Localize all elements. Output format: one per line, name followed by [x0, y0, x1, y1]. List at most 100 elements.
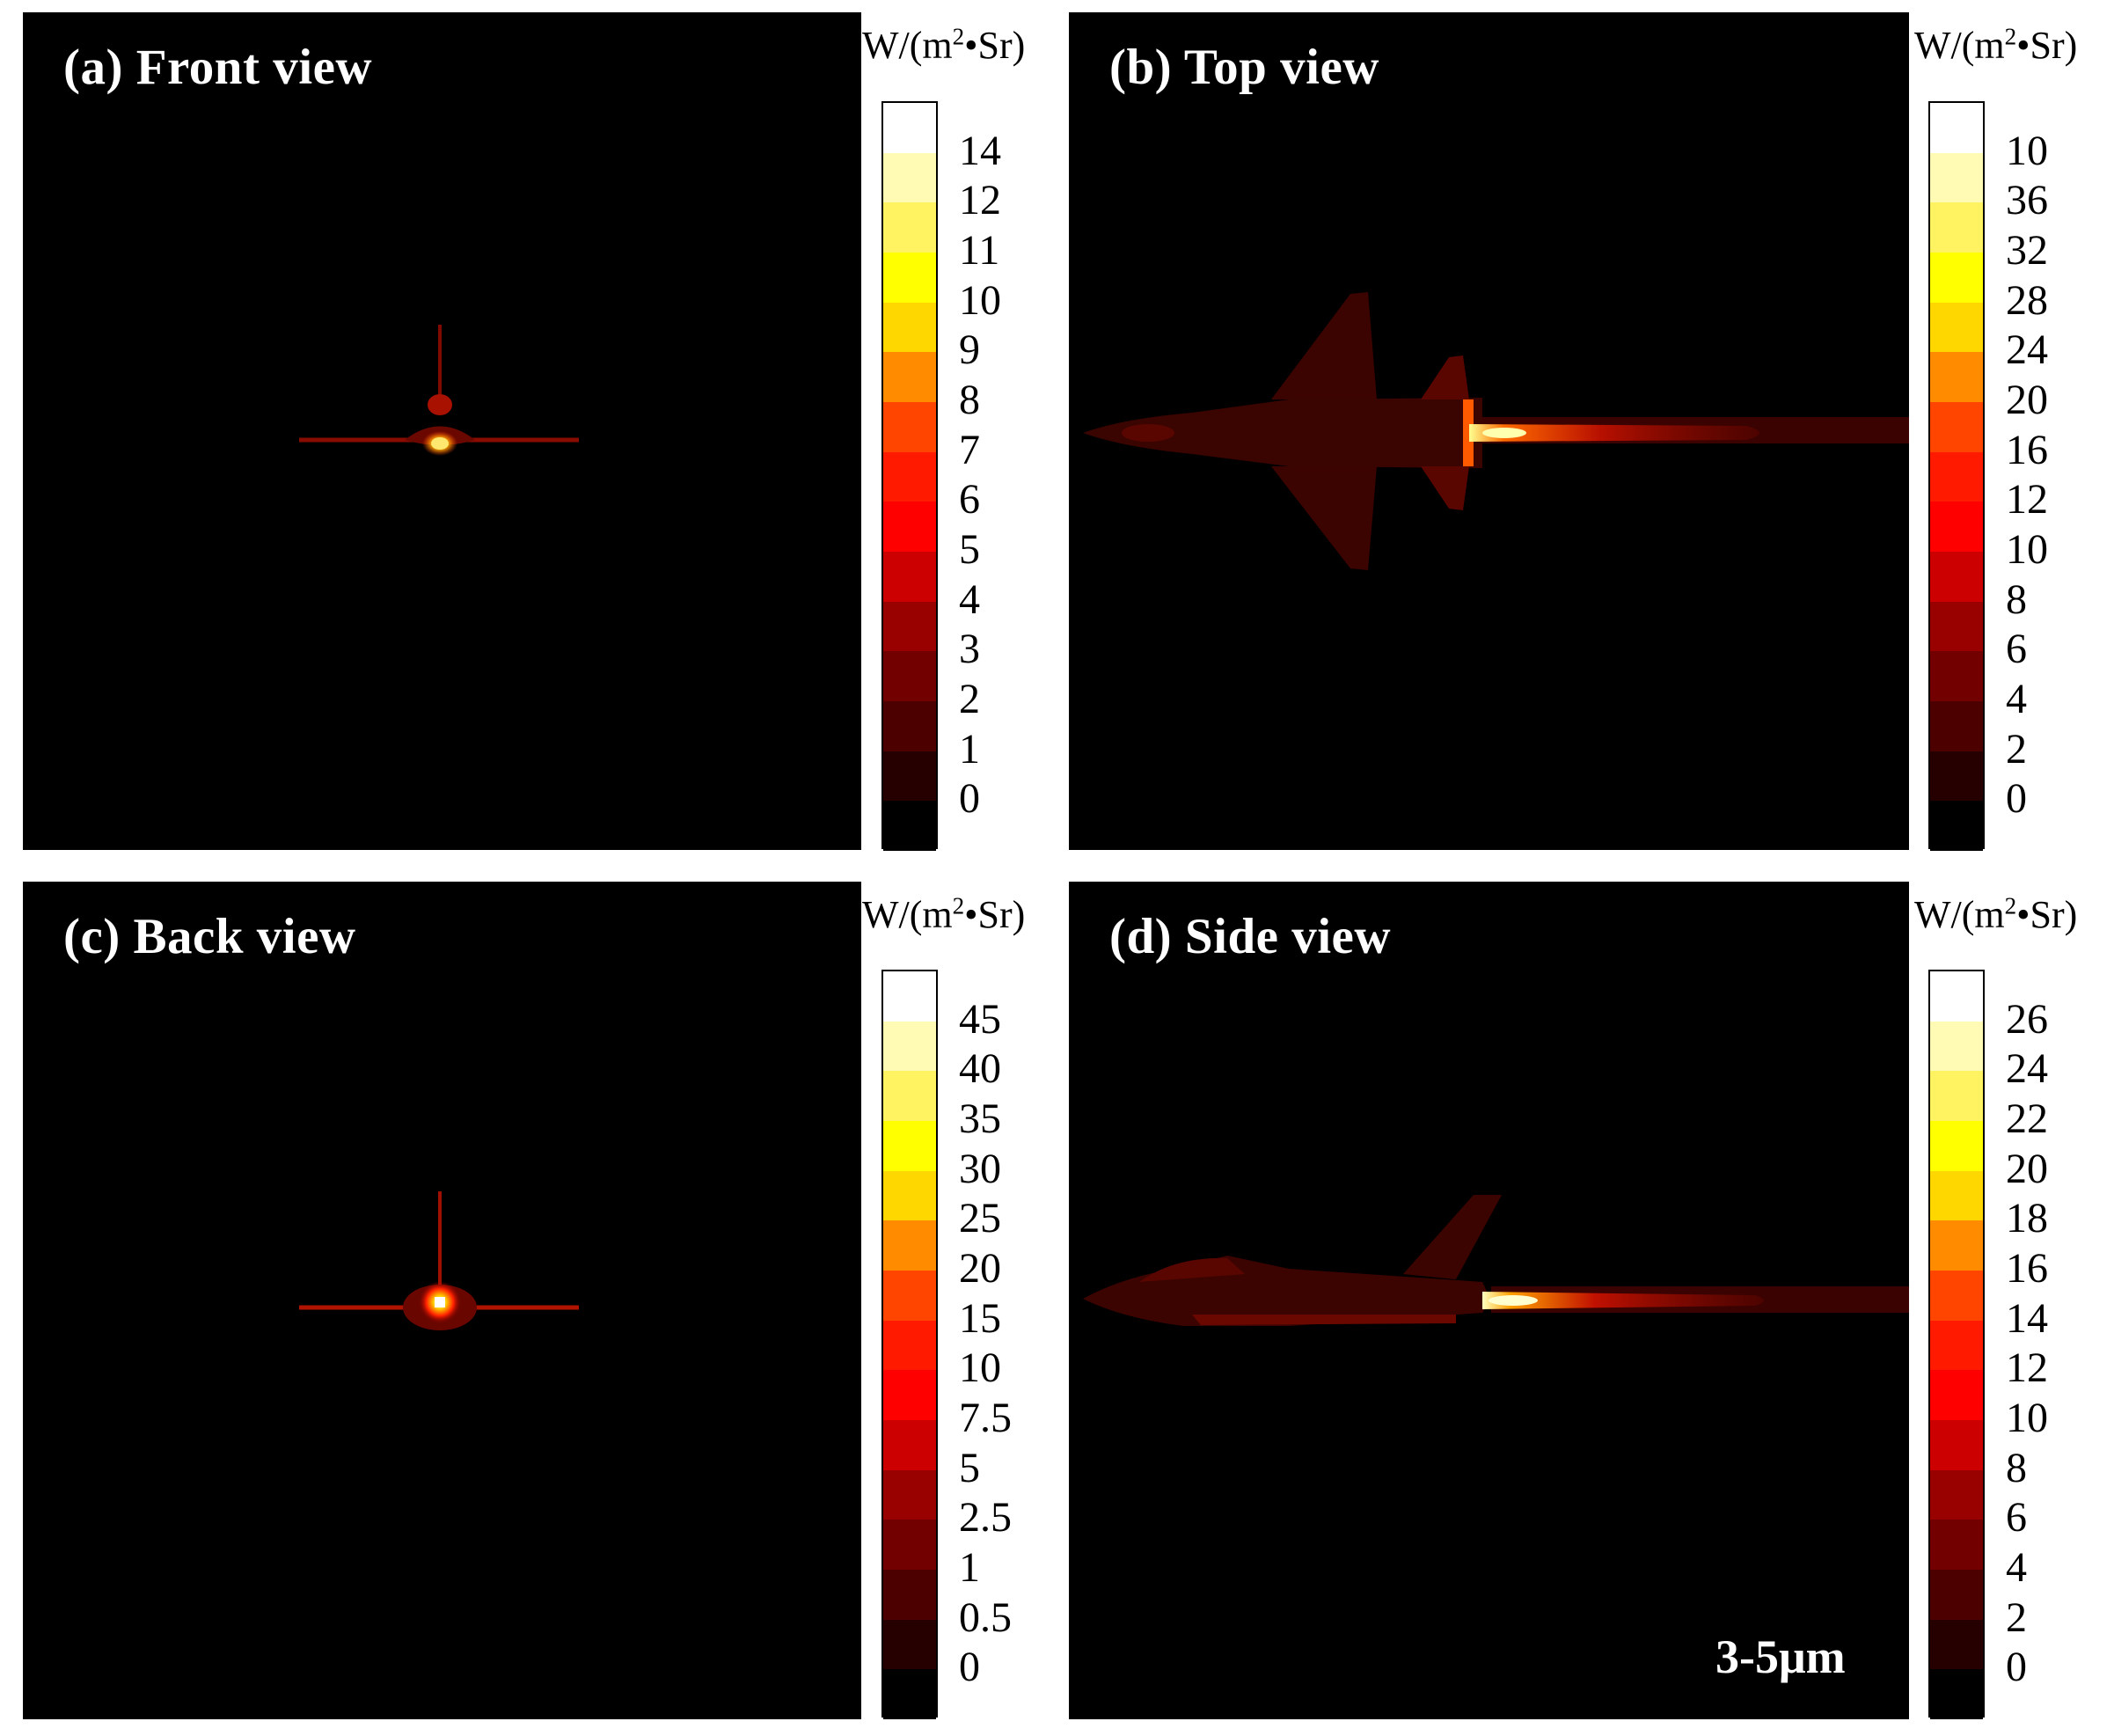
colorbar-tick-label: 20	[2006, 377, 2048, 423]
colorbar-tick-label: 1	[959, 1544, 980, 1591]
colorbar-segment	[883, 1370, 936, 1421]
colorbar-segment	[883, 1170, 936, 1221]
side-view-thermal-image	[1083, 1195, 1909, 1326]
colorbar-unit-label: W/(m2•Sr)	[1914, 892, 2078, 936]
colorbar-segment	[883, 253, 936, 304]
colorbar-tick-label: 24	[2006, 1045, 2048, 1093]
colorbar-segment	[883, 701, 936, 752]
colorbar	[881, 101, 938, 852]
colorbar-tick-label: 14	[959, 127, 1001, 174]
colorbar-segment	[1930, 451, 1983, 502]
colorbar-tick-label: 10	[959, 276, 1001, 324]
colorbar-tick-label: 4	[2006, 1544, 2027, 1591]
colorbar-segment	[883, 1669, 936, 1720]
colorbar-segment	[883, 1271, 936, 1322]
colorbar-unit-label: W/(m2•Sr)	[1914, 23, 2078, 67]
colorbar-tick-label: 40	[959, 1045, 1001, 1093]
colorbar-segment	[883, 1220, 936, 1271]
colorbar-tick-label: 6	[2006, 626, 2027, 673]
panel-title: (b) Top view	[1109, 40, 1379, 95]
colorbar-tick-label: 7	[959, 426, 980, 473]
colorbar-segment	[883, 601, 936, 652]
colorbar-segment	[883, 502, 936, 553]
back-view-thermal-image	[299, 1191, 579, 1330]
colorbar-segment	[1930, 971, 1983, 1022]
colorbar-segment	[883, 1420, 936, 1471]
colorbar-tick-label: 8	[2006, 575, 2027, 623]
colorbar-segment	[1930, 701, 1983, 752]
colorbar-tick-label: 10	[2006, 526, 2048, 573]
colorbar-tick-label: 10	[2006, 127, 2048, 174]
colorbar-tick-label: 9	[959, 326, 980, 374]
wavelength-band-label: 3-5μm	[1715, 1630, 1846, 1683]
colorbar-tick-label: 1	[959, 725, 980, 773]
colorbar-segment	[1930, 1520, 1983, 1571]
colorbar-segment	[1930, 1420, 1983, 1471]
colorbar-segment	[1930, 1170, 1983, 1221]
colorbar-segment	[883, 1320, 936, 1371]
colorbar-tick-label: 5	[959, 1444, 980, 1491]
colorbar-tick-label: 22	[2006, 1095, 2048, 1142]
colorbar-segment	[1930, 552, 1983, 603]
colorbar-tick-label: 0	[2006, 775, 2027, 823]
panel-front-view: (a) Front view	[23, 12, 861, 850]
top-view-thermal-image	[1083, 292, 1909, 570]
colorbar-tick-label: 10	[2006, 1395, 2048, 1441]
colorbar-tick-label: 0	[2006, 1644, 2027, 1691]
colorbar-unit-label: W/(m2•Sr)	[862, 892, 1026, 936]
colorbar-segment	[883, 1469, 936, 1520]
colorbar-tick-label: 30	[959, 1145, 1001, 1192]
colorbar-segment	[1930, 1271, 1983, 1322]
colorbar-tick-label: 20	[2006, 1145, 2048, 1192]
colorbar-segment	[883, 202, 936, 253]
colorbar-tick-label: 0	[959, 1644, 980, 1691]
panel-side-view: (d) Side view 3-5μm	[1069, 882, 1909, 1719]
colorbar-tick-label: 7.5	[959, 1395, 1012, 1441]
colorbar-tick-label: 35	[959, 1095, 1001, 1142]
panel-title: (a) Front view	[63, 40, 373, 95]
colorbar-segment	[883, 1021, 936, 1072]
colorbar	[1928, 970, 1985, 1720]
front-view-thermal-image	[299, 325, 579, 456]
colorbar-segment	[883, 552, 936, 603]
colorbar-segment	[883, 451, 936, 502]
colorbar-tick-label: 24	[2006, 326, 2048, 374]
colorbar-segment	[1930, 1121, 1983, 1172]
colorbar-tick-label: 32	[2006, 227, 2048, 274]
colorbar-segment	[883, 1071, 936, 1122]
colorbar-segment	[1930, 1469, 1983, 1520]
colorbar-tick-label: 12	[959, 177, 1001, 224]
colorbar-segment	[883, 402, 936, 453]
colorbar-tick-label: 2	[959, 676, 980, 722]
colorbar-segment	[1930, 1370, 1983, 1421]
panel-back-view: (c) Back view	[23, 882, 861, 1719]
colorbar-segment	[883, 801, 936, 852]
colorbar-tick-label: 6	[959, 476, 980, 524]
colorbar-segment	[1930, 402, 1983, 453]
colorbar-segment	[1930, 601, 1983, 652]
colorbar-tick-label: 28	[2006, 276, 2048, 324]
colorbar-segment	[1930, 302, 1983, 353]
colorbar-segment	[883, 352, 936, 403]
colorbar-segment	[883, 751, 936, 802]
colorbar-tick-label: 2	[2006, 1593, 2027, 1641]
colorbar-segment	[883, 971, 936, 1022]
colorbar-tick-label: 16	[2006, 426, 2048, 473]
colorbar-tick-label: 4	[2006, 676, 2027, 722]
colorbar-tick-label: 26	[2006, 995, 2048, 1043]
colorbar-tick-label: 8	[2006, 1444, 2027, 1491]
colorbar-segment	[1930, 1669, 1983, 1720]
colorbar-tick-label: 12	[2006, 1344, 2048, 1392]
colorbar-segment	[883, 1121, 936, 1172]
colorbar-segment	[1930, 751, 1983, 802]
colorbar-tick-label: 45	[959, 995, 1001, 1043]
panel-title: (d) Side view	[1109, 909, 1391, 964]
colorbar-segment	[1930, 1021, 1983, 1072]
colorbar-tick-label: 0.5	[959, 1593, 1012, 1641]
colorbar-tick-label: 18	[2006, 1195, 2048, 1242]
colorbar-segment	[1930, 801, 1983, 852]
colorbar-tick-label: 5	[959, 526, 980, 573]
colorbar-segment	[1930, 1320, 1983, 1371]
colorbar-segment	[1930, 352, 1983, 403]
colorbar-tick-label: 0	[959, 775, 980, 823]
